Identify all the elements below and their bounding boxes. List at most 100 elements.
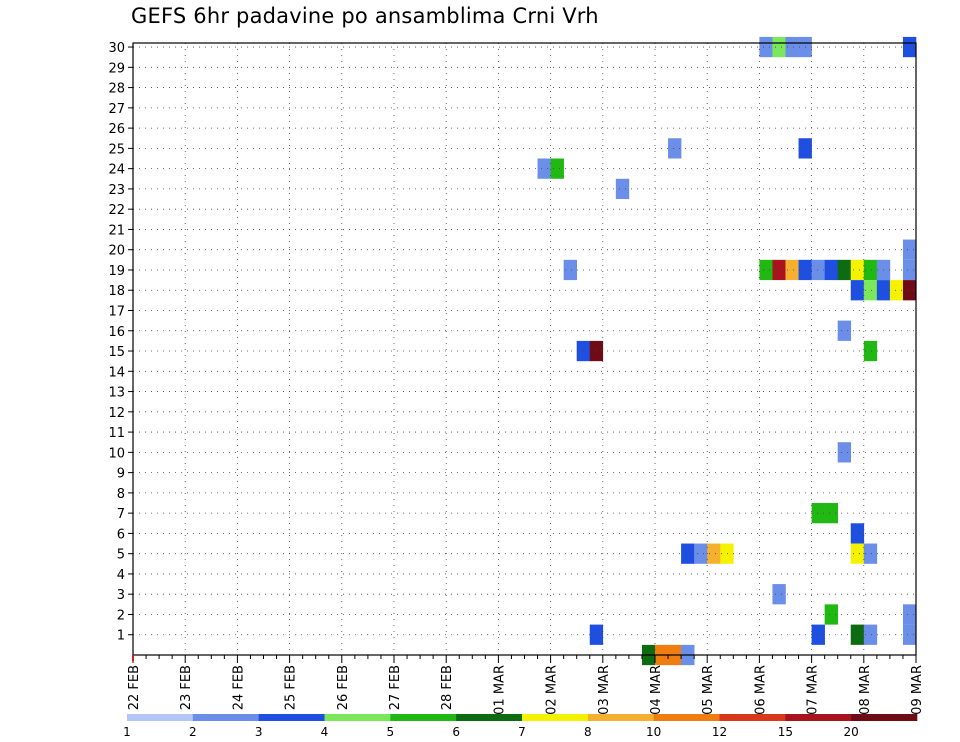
cell-m19-s48	[759, 259, 773, 281]
x-tick-label: 02 MAR	[545, 665, 560, 715]
y-tick-label: 8	[117, 487, 125, 502]
cell-m19-s49	[772, 259, 786, 281]
cell-m10-s54	[837, 442, 852, 463]
x-tick-label: 23 FEB	[179, 665, 194, 710]
cell-m1-s52	[811, 624, 825, 645]
y-tick-label: 28	[108, 82, 125, 97]
x-tick-label: 09 MAR	[910, 665, 925, 715]
cell-m5-s44	[707, 543, 721, 564]
y-tick-label: 26	[108, 122, 125, 137]
y-tick-label: 25	[108, 142, 125, 157]
y-tick-label: 10	[108, 446, 125, 461]
cell-m19-s53	[824, 259, 838, 281]
cell-m19-s56	[863, 259, 878, 281]
x-tick-label: 06 MAR	[753, 665, 768, 715]
x-tick-label: 22 FEB	[127, 665, 142, 710]
y-tick-label: 5	[117, 548, 125, 563]
cell-m23-s37	[615, 178, 630, 200]
y-tick-label: 3	[117, 588, 125, 603]
colorbar-swatch	[324, 714, 391, 721]
cell-m30-s59	[902, 36, 917, 58]
x-tick-label: 01 MAR	[492, 665, 507, 715]
colorbar-label: 8	[584, 725, 592, 739]
cell-m19-s33	[563, 259, 577, 281]
colorbar-swatch	[851, 714, 918, 721]
cell-m5-s55	[850, 543, 865, 564]
x-tick-label: 25 FEB	[284, 665, 299, 710]
cell-m19-s50	[785, 259, 799, 281]
y-tick-label: 14	[108, 365, 125, 380]
cell-m2-s59	[902, 604, 917, 625]
cell-m18-s56	[863, 280, 878, 301]
y-tick-label: 27	[108, 102, 125, 117]
cell-m1-s56	[863, 624, 878, 645]
y-tick-label: 19	[108, 264, 125, 279]
cell-m7-s53	[824, 503, 838, 524]
y-tick-label: 11	[108, 426, 125, 441]
cell-m5-s43	[694, 543, 708, 564]
cell-m2-s53	[824, 604, 838, 625]
cell-m19-s59	[902, 259, 917, 281]
cell-m20-s59	[902, 239, 917, 260]
cell-m18-s55	[850, 280, 865, 301]
cell-m6-s55	[850, 523, 865, 544]
y-tick-label: 12	[108, 406, 125, 421]
cell-m15-s56	[863, 340, 878, 362]
colorbar-label: 1	[123, 725, 131, 739]
x-tick-label: 07 MAR	[806, 665, 821, 715]
cell-m5-s42	[681, 543, 695, 564]
cell-m24-s31	[537, 158, 551, 179]
colorbar-label: 10	[646, 725, 661, 739]
cell-m19-s54	[837, 259, 852, 281]
colorbar-swatch	[192, 714, 259, 721]
colorbar-swatch	[653, 714, 720, 721]
y-tick-label: 9	[117, 467, 125, 482]
colorbar-swatch	[258, 714, 325, 721]
cell-m1-s35	[589, 624, 604, 645]
grid-layer	[133, 43, 916, 655]
colorbar-label: 4	[321, 725, 329, 739]
cell-m30-s49	[772, 36, 786, 58]
y-tick-label: 24	[108, 163, 125, 178]
y-tick-label: 30	[108, 41, 125, 56]
cell-m18-s59	[902, 280, 917, 301]
colorbar: 1 2 3 4 5 6 7 8 10 12 15 20	[123, 714, 918, 739]
colorbar-label: 2	[189, 725, 197, 739]
x-tick-label: 04 MAR	[649, 665, 664, 715]
y-tick-label: 4	[117, 568, 125, 583]
colorbar-swatch	[587, 714, 654, 721]
y-tick-label: 18	[108, 284, 125, 299]
y-tick-label: 16	[108, 325, 125, 340]
y-tick-label: 6	[117, 527, 125, 542]
colorbar-label: 5	[387, 725, 395, 739]
y-tick-label: 17	[108, 304, 125, 319]
cell-m18-s58	[889, 280, 904, 301]
cell-m19-s52	[811, 259, 825, 281]
x-tick-label: 27 FEB	[388, 665, 403, 710]
colorbar-swatch	[127, 714, 194, 721]
cell-m19-s55	[850, 259, 865, 281]
cell-m25-s41	[668, 138, 682, 159]
colorbar-label: 15	[778, 725, 793, 739]
colorbar-swatch	[390, 714, 457, 721]
x-tick-label: 05 MAR	[701, 665, 716, 715]
cell-m30-s50	[785, 36, 799, 58]
colorbar-label: 20	[844, 725, 859, 739]
x-axis: 22 FEB 23 FEB 24 FEB 25 FEB 26 FEB 27 FEB 28 F…	[127, 655, 925, 715]
colorbar-swatch	[522, 714, 589, 721]
cell-m1-s55	[850, 624, 865, 645]
y-tick-label: 22	[108, 203, 125, 218]
colorbar-swatch	[719, 714, 786, 721]
colorbar-swatch	[456, 714, 523, 721]
cell-m30-s48	[759, 36, 773, 58]
x-tick-label: 08 MAR	[858, 665, 873, 715]
chart-title: GEFS 6hr padavine po ansamblima Crni Vrh	[131, 4, 599, 28]
colorbar-label: 12	[712, 725, 727, 739]
colorbar-swatch	[785, 714, 852, 721]
y-tick-label: 21	[108, 223, 125, 238]
x-tick-label: 26 FEB	[336, 665, 351, 710]
y-tick-label: 7	[117, 507, 125, 522]
cell-m24-s32	[550, 158, 564, 179]
x-tick-label: 28 FEB	[440, 665, 455, 710]
